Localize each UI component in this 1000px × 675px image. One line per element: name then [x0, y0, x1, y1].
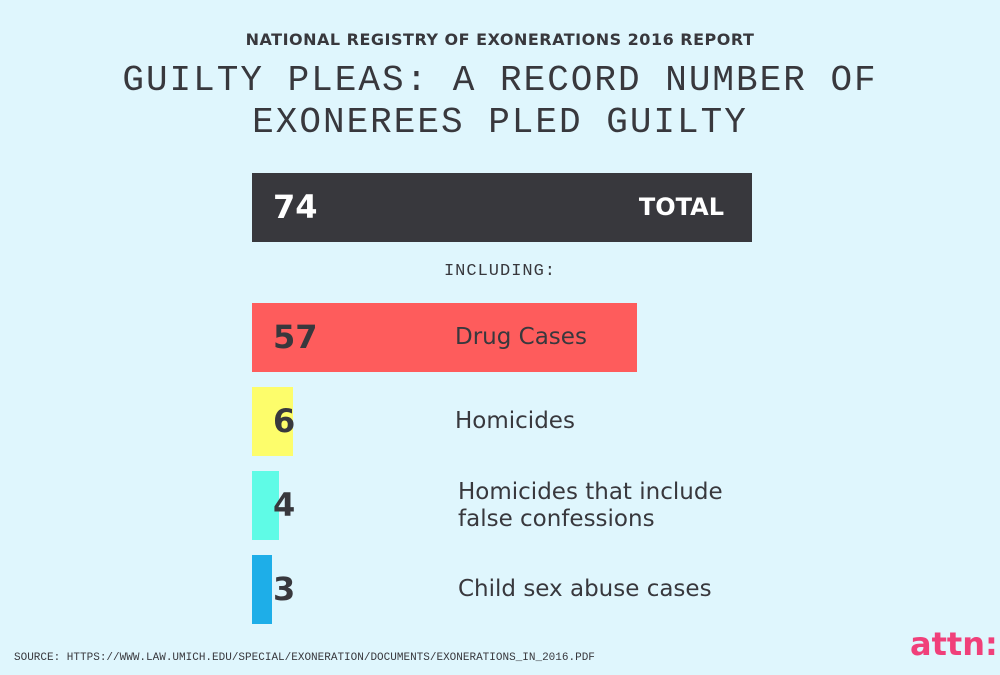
source: SOURCE: HTTPS://WWW.LAW.UMICH.EDU/SPECIA…	[14, 652, 595, 664]
value-label: 57	[273, 318, 318, 356]
total-value: 74	[273, 188, 318, 226]
bar	[252, 387, 293, 456]
total-bar	[252, 173, 752, 242]
category-label: Homicides	[455, 408, 575, 434]
subheading: INCLUDING:	[443, 262, 557, 281]
bar	[252, 303, 638, 372]
category-label: Child sex abuse cases	[458, 576, 712, 602]
logo: attn:	[910, 625, 998, 663]
category-label: Drug Cases	[455, 324, 587, 350]
bar	[252, 471, 280, 540]
chart-title: GUILTY PLEAS: A RECORD NUMBER OF EXONERE…	[122, 60, 878, 143]
category-label: Homicides that include false confessions	[458, 478, 723, 532]
supertitle: NATIONAL REGISTRY OF EXONERATIONS 2016 R…	[245, 30, 755, 49]
value-label: 3	[273, 570, 296, 608]
bar	[252, 555, 273, 624]
value-label: 4	[273, 486, 296, 524]
total-label: TOTAL	[638, 193, 724, 221]
value-label: 6	[273, 402, 296, 440]
